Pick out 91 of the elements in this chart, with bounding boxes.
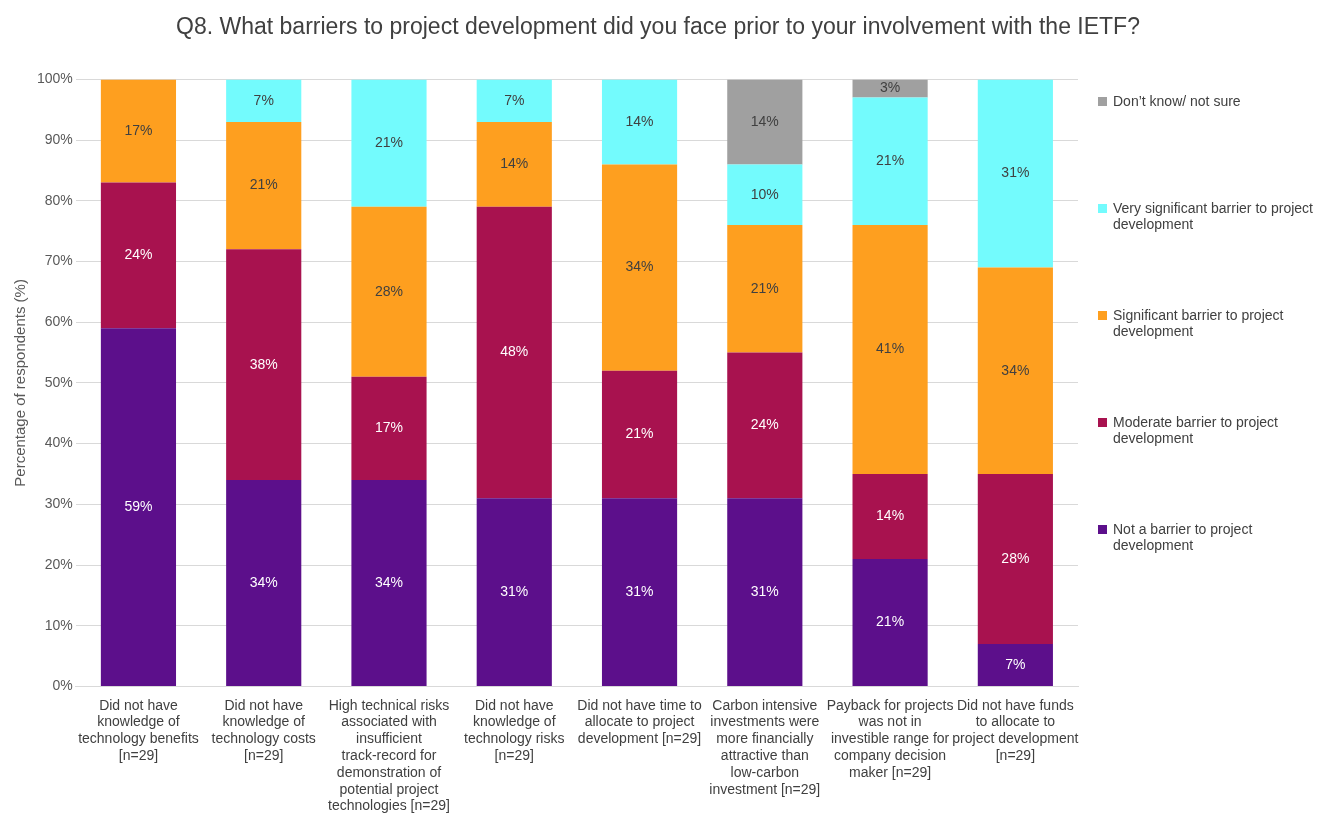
data-label: 31% (500, 582, 529, 599)
data-label: 34% (625, 258, 654, 275)
bar (601, 370, 678, 499)
data-label: 48% (500, 343, 529, 360)
y-tick-label: 20% (44, 555, 73, 572)
y-tick-label: 90% (44, 130, 73, 147)
data-label: 34% (249, 573, 278, 590)
x-tick-label: Did not have funds to allocate to project development [n=29] (952, 696, 1079, 764)
bar (351, 480, 427, 686)
legend-label: Don’t know/ not sure (1113, 93, 1241, 109)
data-label: 10% (750, 185, 779, 202)
bar (601, 79, 678, 165)
data-label: 7% (1005, 655, 1026, 672)
y-tick-label: 70% (44, 252, 73, 269)
data-label: 38% (249, 355, 278, 372)
bar (226, 249, 302, 481)
bar (977, 79, 1053, 268)
data-label: 59% (124, 497, 153, 514)
data-label: 31% (750, 582, 779, 599)
bar (601, 164, 678, 371)
bar (852, 97, 928, 226)
x-tick-label: Payback for projects was not in investible range for company decision maker [n=29] (826, 696, 954, 780)
bar (226, 121, 302, 250)
data-label: 17% (374, 419, 404, 436)
bar (100, 182, 177, 329)
legend-label: Very significant barrier to project development (1113, 200, 1313, 232)
bar (977, 473, 1053, 644)
bar (351, 376, 427, 481)
bar (476, 79, 552, 122)
bar (727, 164, 803, 226)
bar (476, 206, 552, 499)
bar (977, 643, 1053, 686)
data-label: 21% (249, 176, 278, 193)
data-label: 41% (876, 340, 905, 357)
bar (100, 328, 177, 686)
bar (100, 79, 177, 183)
bar (351, 79, 427, 207)
data-label: 3% (879, 79, 901, 96)
y-tick-label: 100% (36, 70, 73, 87)
y-axis-title: Percentage of respondents (%) (11, 279, 29, 487)
data-label: 31% (625, 582, 654, 599)
data-label: 34% (1001, 361, 1030, 378)
y-tick-label: 40% (44, 434, 73, 451)
bar (852, 225, 928, 474)
data-label: 21% (750, 279, 779, 296)
bar (852, 558, 928, 686)
data-label: 24% (750, 416, 779, 433)
data-label: 14% (625, 112, 654, 129)
bar (727, 498, 803, 686)
data-label: 24% (124, 246, 153, 263)
x-tick-label: Did not have knowledge of technology risks [n=29] (464, 696, 565, 764)
bar (727, 352, 803, 499)
x-tick-label: Did not have knowledge of technology costs [n=29] (211, 696, 316, 764)
bar (476, 121, 552, 207)
bar (852, 473, 928, 559)
bar (226, 480, 302, 686)
data-label: 14% (876, 507, 905, 524)
data-label: 28% (1001, 549, 1030, 566)
y-tick-label: 0% (52, 677, 73, 694)
x-tick-label: Did not have knowledge of technology benefits [n=29] (78, 696, 199, 764)
data-label: 7% (253, 91, 274, 108)
x-tick-label: Carbon intensive investments were more financially attractive than low-carbon investment [n=29] (709, 696, 821, 797)
y-tick-label: 10% (44, 616, 73, 633)
data-label: 28% (374, 282, 404, 299)
y-tick-label: 50% (44, 373, 73, 390)
bar (226, 79, 302, 122)
y-tick-label: 60% (44, 313, 73, 330)
legend-label: Moderate barrier to project development (1113, 414, 1279, 446)
bar (727, 79, 803, 165)
x-tick-label: High technical risks associated with insufficient track-record for demonstration of potential project technologies [n=29] (328, 696, 450, 814)
data-label: 31% (1001, 164, 1030, 181)
data-label: 21% (625, 425, 654, 442)
data-label: 17% (124, 121, 153, 138)
chart-title: Q8. What barriers to project development did you face prior to your involvement with the IETF? (175, 12, 1141, 40)
data-label: 14% (500, 155, 529, 172)
bar (476, 498, 552, 686)
bar (351, 206, 427, 377)
data-label: 7% (504, 91, 525, 108)
data-label: 21% (876, 152, 905, 169)
bar (727, 225, 803, 353)
data-label: 34% (374, 573, 404, 590)
legend-label: Not a barrier to project development (1113, 521, 1254, 553)
x-tick-label: Did not have time to allocate to project development [n=29] (577, 696, 703, 747)
data-label: 21% (876, 613, 905, 630)
bar (601, 498, 678, 686)
legend-label: Significant barrier to project development (1113, 307, 1285, 339)
y-tick-label: 80% (44, 191, 73, 208)
y-tick-label: 30% (44, 495, 73, 512)
data-label: 14% (750, 112, 779, 129)
data-label: 21% (374, 133, 404, 150)
bar (977, 267, 1053, 474)
